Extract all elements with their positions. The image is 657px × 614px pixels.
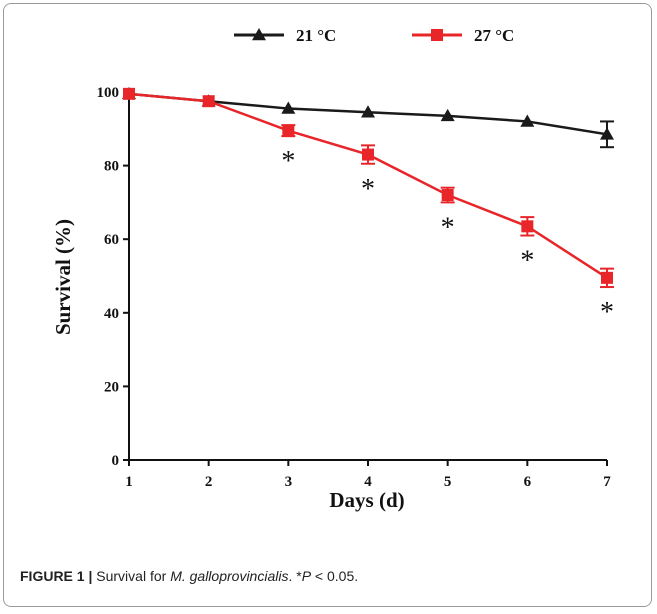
data-point — [600, 127, 614, 140]
significance-asterisk: * — [281, 146, 295, 177]
legend-marker — [431, 29, 443, 41]
series-27c — [123, 87, 614, 289]
figure-frame — [3, 3, 652, 607]
series-21c — [122, 86, 614, 149]
data-point — [440, 108, 455, 122]
legend-label: 21 °C — [296, 26, 336, 45]
x-tick-label: 2 — [205, 474, 213, 490]
data-point — [362, 148, 374, 161]
y-tick-label: 100 — [97, 85, 120, 101]
figure-caption: FIGURE 1 | Survival for M. galloprovinci… — [20, 568, 630, 584]
significance-asterisk: * — [600, 297, 614, 328]
x-axis-title: Days (d) — [329, 488, 404, 512]
data-point — [282, 124, 295, 137]
caption-text-3: < 0.05. — [311, 568, 359, 584]
x-tick-label: 1 — [125, 474, 133, 490]
data-point — [281, 101, 296, 114]
y-tick-label: 20 — [104, 379, 119, 395]
x-tick-label: 4 — [364, 474, 372, 490]
y-axis-title: Survival (%) — [51, 219, 75, 335]
caption-species: M. galloprovincialis — [170, 568, 289, 584]
y-tick-label: 80 — [104, 159, 119, 175]
y-tick-label: 0 — [112, 453, 120, 469]
chart-series — [122, 86, 614, 289]
data-point — [520, 114, 535, 127]
x-tick-label: 6 — [524, 474, 532, 490]
significance-asterisk: * — [520, 246, 534, 277]
data-point — [521, 220, 534, 233]
data-point — [601, 271, 613, 284]
data-point — [441, 189, 454, 202]
significance-asterisk: * — [441, 212, 455, 243]
chart-legend: 21 °C 27 °C — [234, 26, 514, 45]
significance-asterisk: * — [361, 174, 375, 205]
chart-axes: 0 20 40 60 80 100 1 2 3 4 5 6 7 — [97, 85, 612, 490]
survival-chart: 0 20 40 60 80 100 1 2 3 4 5 6 7 * * * * * 21 °C 27 °C Day… — [51, 26, 614, 512]
data-point — [123, 87, 135, 100]
y-tick-label: 60 — [104, 232, 119, 248]
data-point — [202, 95, 215, 108]
significance-annotations: * * * * * — [281, 146, 614, 328]
legend-marker — [252, 28, 266, 41]
x-tick-label: 5 — [444, 474, 452, 490]
data-point — [361, 105, 375, 118]
legend-label: 27 °C — [474, 26, 514, 45]
x-tick-label: 3 — [285, 474, 293, 490]
x-tick-label: 7 — [603, 474, 611, 490]
caption-text: Survival for — [92, 568, 171, 584]
caption-p-symbol: P — [301, 568, 312, 584]
caption-text-2: . * — [288, 568, 302, 584]
y-tick-label: 40 — [104, 306, 119, 322]
caption-label: FIGURE 1 | — [20, 568, 93, 584]
